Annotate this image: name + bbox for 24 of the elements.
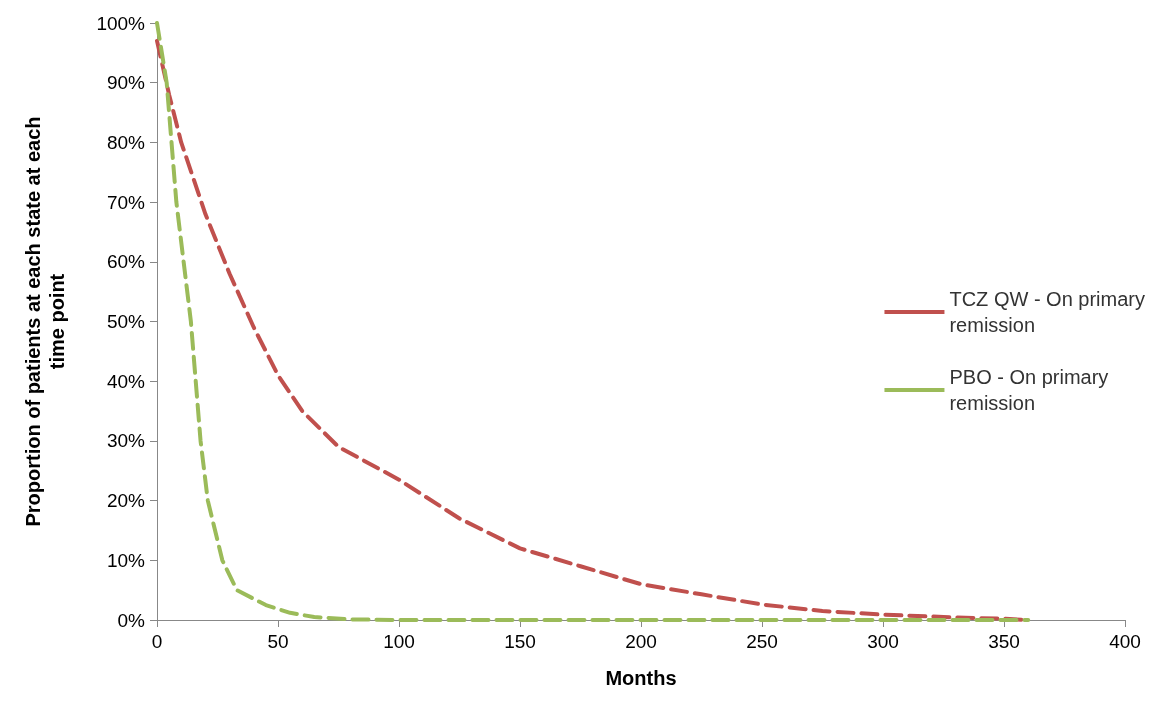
- y-tick-label: 90%: [106, 72, 146, 94]
- x-tick-label: 400: [1109, 631, 1141, 652]
- x-tick-label: 200: [625, 631, 657, 652]
- y-tick-label: 30%: [106, 430, 146, 452]
- y-tick-label: 60%: [106, 251, 146, 273]
- x-tick-label: 150: [504, 631, 536, 652]
- y-tick-label: 50%: [106, 311, 146, 332]
- y-axis-title: Proportion of patients at each state at each time point: [22, 116, 68, 527]
- y-tick-label: 100%: [96, 12, 146, 34]
- x-tick-label: 250: [746, 631, 778, 652]
- y-tick-label: 40%: [106, 370, 146, 392]
- x-axis-title: Months: [605, 667, 677, 689]
- y-tick-label: 20%: [106, 490, 146, 512]
- x-tick-label: 50: [267, 631, 289, 652]
- legend-label: TCZ QW - On primary remission: [949, 288, 1145, 336]
- x-tick-label: 300: [867, 631, 899, 652]
- x-tick-label: 0: [151, 631, 163, 652]
- y-tick-label: 0%: [117, 609, 146, 631]
- x-tick-label: 100: [383, 631, 415, 652]
- y-tick-label: 70%: [106, 191, 146, 213]
- legend-label: PBO - On primary remission: [949, 366, 1109, 414]
- x-tick-label: 350: [988, 631, 1020, 652]
- y-tick-label: 80%: [106, 131, 146, 153]
- y-tick-label: 10%: [106, 549, 146, 571]
